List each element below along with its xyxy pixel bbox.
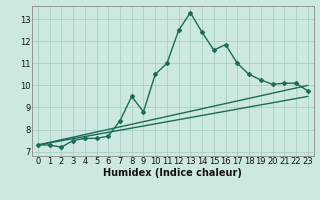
X-axis label: Humidex (Indice chaleur): Humidex (Indice chaleur)	[103, 168, 242, 178]
